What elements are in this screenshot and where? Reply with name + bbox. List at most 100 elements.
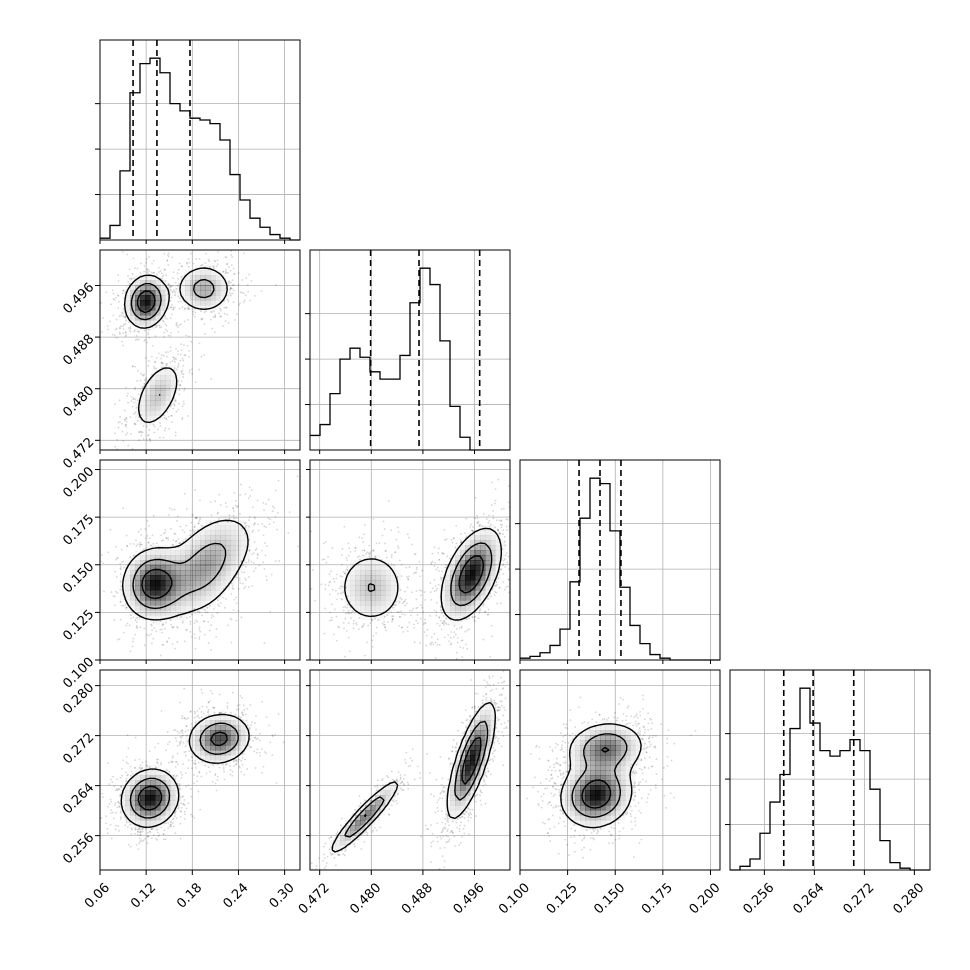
density-cell — [220, 745, 226, 751]
density-cell — [365, 565, 371, 571]
contour-p0_p2-0 — [122, 519, 249, 621]
scatter-point — [589, 837, 592, 840]
density-cell — [215, 580, 221, 586]
scatter-point — [121, 768, 123, 770]
scatter-point — [121, 422, 123, 425]
scatter-point — [131, 365, 134, 368]
density-cell — [185, 540, 191, 546]
density-cell — [360, 585, 366, 591]
scatter-point — [471, 529, 474, 532]
density-cell — [600, 750, 606, 756]
scatter-point — [161, 361, 163, 364]
scatter-point — [155, 367, 157, 370]
scatter-point — [235, 602, 238, 604]
density-cell — [455, 760, 461, 766]
scatter-point — [148, 256, 150, 258]
scatter-point — [186, 729, 189, 732]
scatter-point — [152, 834, 155, 837]
scatter-point — [478, 611, 481, 614]
scatter-point — [124, 315, 126, 317]
density-cell — [165, 610, 171, 616]
density-cell — [580, 755, 586, 761]
scatter-point — [227, 300, 230, 303]
scatter-point — [505, 726, 508, 728]
density-cell — [465, 580, 471, 586]
density-cell — [145, 580, 151, 586]
scatter-point — [443, 791, 446, 793]
scatter-point — [177, 350, 179, 352]
scatter-point — [172, 308, 175, 311]
density-cell — [575, 775, 581, 781]
density-cell — [450, 600, 456, 606]
scatter-point — [174, 737, 177, 739]
scatter-point — [399, 596, 402, 599]
scatter-point — [375, 632, 378, 635]
scatter-point — [485, 774, 488, 777]
joint-frame-p1_p3 — [309, 669, 511, 871]
scatter-point — [232, 588, 235, 590]
scatter-point — [138, 330, 140, 333]
scatter-point — [183, 531, 186, 534]
scatter-point — [179, 735, 182, 738]
ytick-label-2-2: 0.150 — [60, 559, 97, 596]
density-cell — [190, 580, 196, 586]
scatter-point — [127, 274, 129, 277]
scatter-point — [210, 624, 213, 627]
scatter-point — [645, 751, 648, 754]
density-cell — [445, 570, 451, 576]
scatter-point — [494, 737, 497, 740]
scatter-point — [618, 830, 621, 833]
density-cell — [370, 580, 376, 586]
scatter-point — [185, 725, 188, 727]
scatter-point — [237, 708, 240, 711]
density-cell — [490, 555, 496, 561]
scatter-point — [655, 735, 657, 737]
ytick-label-2-1: 0.125 — [60, 607, 97, 644]
density-cell — [225, 520, 231, 526]
scatter-point — [503, 721, 506, 724]
scatter-point — [351, 610, 354, 613]
density-cell — [580, 745, 586, 751]
density-cell — [495, 560, 501, 566]
scatter-point — [129, 823, 131, 826]
scatter-point — [440, 620, 442, 622]
scatter-point — [649, 789, 652, 791]
scatter-point — [137, 831, 139, 833]
scatter-point — [401, 602, 404, 605]
density-cell — [135, 305, 141, 311]
density-cell — [155, 395, 161, 401]
density-cell — [190, 745, 196, 751]
density-cell — [225, 560, 231, 566]
scatter-point — [125, 607, 128, 609]
scatter-point — [456, 679, 458, 681]
density-cell — [460, 760, 466, 766]
density-cell — [590, 790, 596, 796]
scatter-point — [201, 318, 204, 320]
scatter-point — [397, 771, 400, 774]
scatter-point — [371, 618, 373, 621]
scatter-point — [463, 813, 466, 816]
density-cell — [180, 580, 186, 586]
scatter-point — [372, 550, 375, 552]
scatter-point — [119, 563, 122, 565]
scatter-point — [185, 629, 188, 632]
density-cell — [485, 540, 491, 546]
scatter-point — [177, 408, 180, 411]
scatter-point — [494, 590, 496, 593]
scatter-point — [235, 517, 238, 519]
density-cell — [365, 560, 371, 566]
scatter-point — [474, 710, 477, 713]
scatter-point — [634, 794, 636, 797]
density-cell — [195, 740, 201, 746]
density-cell — [615, 780, 621, 786]
density-cell — [385, 600, 391, 606]
density-cell — [605, 800, 611, 806]
scatter-point — [460, 625, 463, 628]
scatter-point — [180, 802, 183, 805]
scatter-point — [434, 811, 437, 814]
scatter-point — [435, 611, 438, 613]
density-cell — [150, 285, 156, 291]
scatter-point — [288, 511, 291, 514]
scatter-point — [200, 716, 203, 719]
scatter-point — [142, 425, 145, 428]
